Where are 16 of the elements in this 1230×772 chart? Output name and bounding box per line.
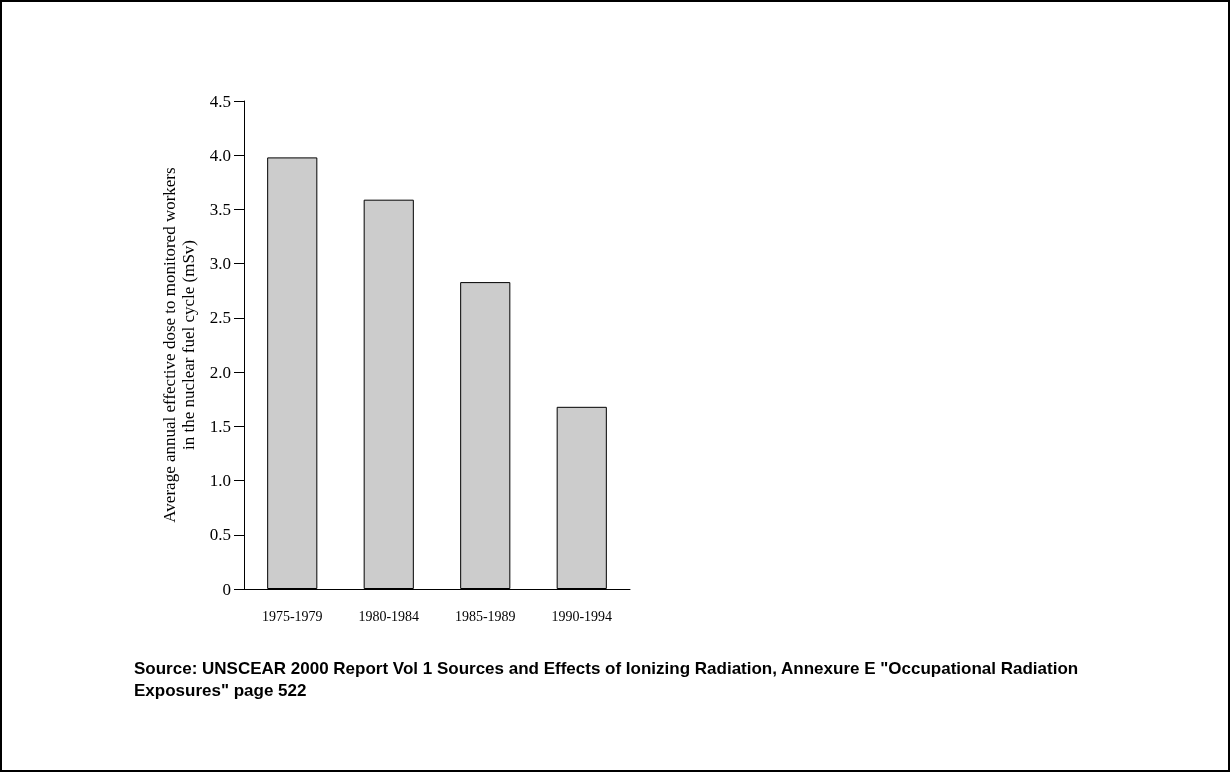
y-tick-label: 3.0 <box>209 254 231 274</box>
y-tick-label: 0.5 <box>209 525 231 545</box>
x-tick-label: 1985-1989 <box>454 608 516 624</box>
x-tick-label: 1980-1984 <box>358 608 420 624</box>
y-tick-label: 1.5 <box>209 416 231 436</box>
y-tick-label: 1.0 <box>209 471 231 491</box>
x-tick-label: 1975-1979 <box>261 608 323 624</box>
y-tick-label: 2.5 <box>209 308 231 328</box>
y-tick-label: 0 <box>222 579 231 599</box>
x-tick-label: 1990-1994 <box>551 608 613 624</box>
y-tick-label: 3.5 <box>209 199 231 219</box>
y-axis-title: Average annual effective dose to monitored workers in the nuclear fuel cycle (mSv) <box>160 167 198 523</box>
y-tick-label: 4.0 <box>209 145 231 165</box>
y-tick-label: 2.0 <box>209 362 231 382</box>
source-note: Source: UNSCEAR 2000 Report Vol 1 Sources and Effects of Ionizing Radiation, Annexure E "Occupational Radiation Exposures" page 522 <box>134 658 1080 702</box>
y-tick-label: 4.5 <box>209 91 231 111</box>
